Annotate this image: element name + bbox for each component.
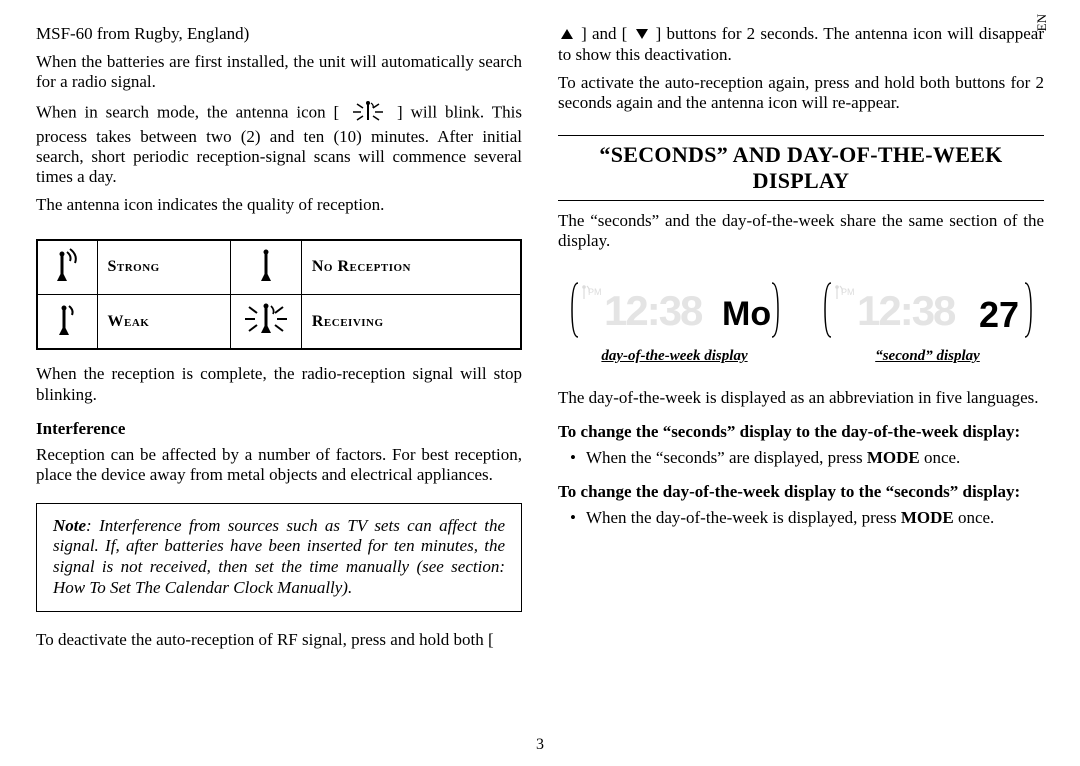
seconds-display: PM 12:38 27 “second” display: [823, 279, 1033, 366]
left-p2: When the batteries are first installed, …: [36, 52, 522, 92]
b1a: When the “seconds” are displayed, press: [586, 448, 867, 467]
lcd-displays-row: PM 12:38 Mo day-of-the-week display PM 1…: [558, 279, 1044, 366]
right-p1b: ] buttons for 2 seconds. The antenna ico…: [558, 24, 1044, 64]
no-reception-icon: [230, 240, 301, 295]
up-triangle-icon: [560, 25, 574, 45]
reception-quality-table: Strong No Reception: [36, 239, 522, 350]
right-p4: The day-of-the-week is displayed as an a…: [558, 388, 1044, 408]
left-p1: MSF-60 from Rugby, England): [36, 24, 522, 44]
section-title: “SECONDS” AND DAY-OF-THE-WEEK DISPLAY: [558, 142, 1044, 194]
change-to-dow-heading: To change the “seconds” display to the d…: [558, 422, 1044, 442]
svg-text:27: 27: [979, 294, 1019, 335]
b2-mode: MODE: [901, 508, 954, 527]
left-p7: To deactivate the auto-reception of RF s…: [36, 630, 522, 650]
left-p3: When in search mode, the antenna icon [ …: [36, 100, 522, 187]
down-triangle-icon: [635, 25, 649, 45]
left-column: MSF-60 from Rugby, England) When the bat…: [36, 24, 522, 658]
change-to-seconds-heading: To change the day-of-the-week display to…: [558, 482, 1044, 502]
no-reception-label: No Reception: [301, 240, 521, 295]
strong-signal-icon: [37, 240, 97, 295]
left-p3a: When in search mode, the antenna icon [: [36, 103, 339, 122]
svg-text:PM: PM: [588, 287, 602, 297]
note-label: Note: [53, 516, 86, 535]
weak-label: Weak: [97, 295, 230, 350]
left-p4: The antenna icon indicates the quality o…: [36, 195, 522, 215]
note-box: Note: Interference from sources such as …: [36, 503, 522, 612]
page-language-marker: EN: [1034, 14, 1050, 31]
note-body: : Interference from sources such as TV s…: [53, 516, 505, 597]
right-column: ] and [ ] buttons for 2 seconds. The ant…: [558, 24, 1044, 658]
interference-heading: Interference: [36, 419, 522, 439]
b1b: once.: [920, 448, 961, 467]
page-number: 3: [536, 736, 544, 754]
bullet-1: • When the “seconds” are displayed, pres…: [570, 448, 1044, 468]
day-display-caption: day-of-the-week display: [570, 348, 780, 366]
seconds-display-caption: “second” display: [823, 348, 1033, 366]
receiving-label: Receiving: [301, 295, 521, 350]
strong-label: Strong: [97, 240, 230, 295]
left-p6: Reception can be affected by a number of…: [36, 445, 522, 485]
b2b: once.: [954, 508, 995, 527]
bullet-dot-icon: •: [570, 448, 576, 468]
bullet-2: • When the day-of-the-week is displayed,…: [570, 508, 1044, 528]
right-p3: The “seconds” and the day-of-the-week sh…: [558, 211, 1044, 251]
two-column-layout: MSF-60 from Rugby, England) When the bat…: [36, 24, 1044, 658]
svg-text:Mo: Mo: [722, 295, 771, 333]
section-title-block: “SECONDS” AND DAY-OF-THE-WEEK DISPLAY: [558, 135, 1044, 201]
svg-text:PM: PM: [841, 287, 855, 297]
receiving-icon: [230, 295, 301, 350]
weak-signal-icon: [37, 295, 97, 350]
right-p1: ] and [ ] buttons for 2 seconds. The ant…: [558, 24, 1044, 65]
bullet-dot-icon: •: [570, 508, 576, 528]
left-p5: When the reception is complete, the radi…: [36, 364, 522, 404]
right-p2: To activate the auto-reception again, pr…: [558, 73, 1044, 113]
svg-text:12:38: 12:38: [857, 287, 956, 334]
b2a: When the day-of-the-week is displayed, p…: [586, 508, 901, 527]
svg-text:12:38: 12:38: [604, 287, 703, 334]
day-of-week-display: PM 12:38 Mo day-of-the-week display: [570, 279, 780, 366]
antenna-receiving-icon: [349, 100, 387, 127]
b1-mode: MODE: [867, 448, 920, 467]
right-p1a: ] and [: [581, 24, 627, 43]
